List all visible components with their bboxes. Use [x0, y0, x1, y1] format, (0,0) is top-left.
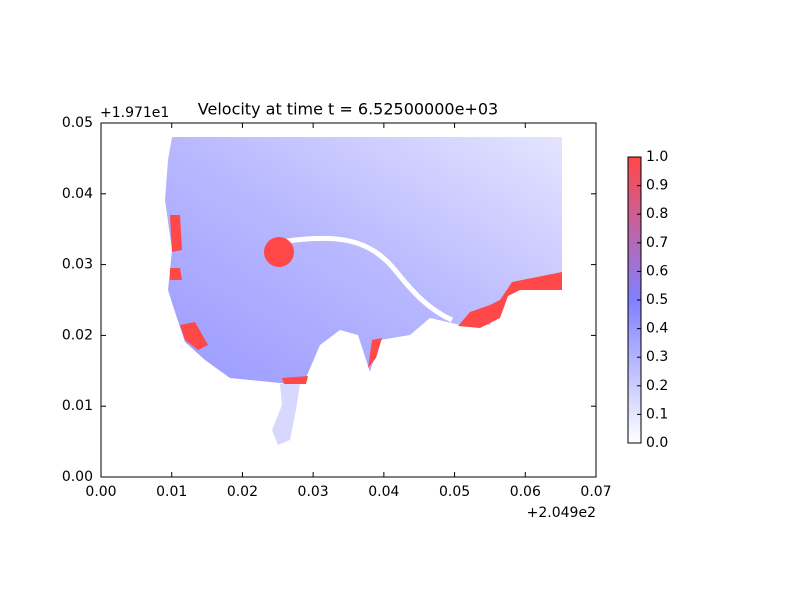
colorbar-tick-label: 0.3 — [646, 349, 668, 365]
chart-title: Velocity at time t = 6.52500000e+03 — [198, 100, 498, 119]
colorbar-tick-label: 1.0 — [646, 149, 668, 165]
y-tick-label: 0.00 — [62, 469, 93, 485]
x-tick-label: 0.03 — [298, 484, 329, 500]
x-tick-label: 0.01 — [156, 484, 187, 500]
y-tick-label: 0.04 — [62, 186, 93, 202]
colorbar-tick-label: 0.2 — [646, 378, 668, 394]
domain — [165, 137, 562, 384]
x-tick-label: 0.04 — [368, 484, 399, 500]
x-tick-label: 0.00 — [85, 484, 116, 500]
x-tick-label: 0.06 — [510, 484, 541, 500]
hotspot — [170, 268, 182, 280]
y-tick-label: 0.05 — [62, 115, 93, 131]
colorbar-tick-label: 0.8 — [646, 206, 668, 222]
hotspot — [180, 322, 208, 350]
colorbar-tick-label: 0.0 — [646, 435, 668, 451]
colorbar-tick-label: 0.4 — [646, 321, 668, 337]
y-tick-label: 0.03 — [62, 257, 93, 273]
x-tick-label: 0.07 — [580, 484, 611, 500]
channel — [274, 235, 454, 323]
hotspot — [458, 272, 562, 328]
colorbar-tick-label: 0.5 — [646, 292, 668, 308]
y-tick-label: 0.02 — [62, 327, 93, 343]
colorbar-tick-label: 0.9 — [646, 178, 668, 194]
hotspot — [264, 237, 294, 267]
velocity-field — [165, 137, 562, 445]
x-tick-label: 0.05 — [439, 484, 470, 500]
colorbar-tick-label: 0.6 — [646, 263, 668, 279]
hotspot — [282, 376, 308, 384]
x-tick-label: 0.02 — [227, 484, 258, 500]
x-offset-label: +2.049e2 — [527, 505, 596, 521]
colorbar-tick-label: 0.1 — [646, 406, 668, 422]
river — [272, 384, 300, 445]
hotspot — [170, 215, 182, 252]
plot-frame — [100, 122, 597, 478]
y-tick-label: 0.01 — [62, 398, 93, 414]
hotspot — [368, 338, 382, 368]
y-offset-label: +1.971e1 — [100, 105, 169, 121]
colorbar-tick-label: 0.7 — [646, 235, 668, 251]
